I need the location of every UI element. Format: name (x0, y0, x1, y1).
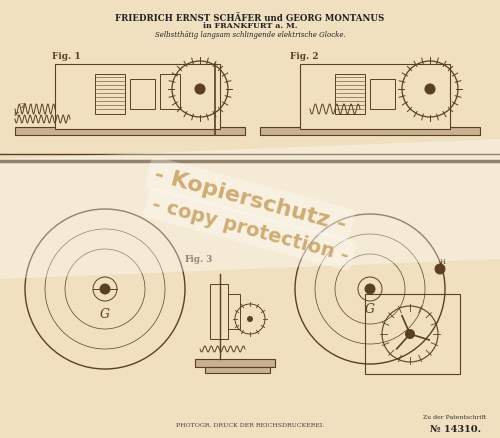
Circle shape (100, 284, 110, 294)
Bar (130, 80, 155, 110)
Text: 3: 3 (205, 254, 212, 263)
Bar (210, 284, 228, 339)
Text: H: H (440, 258, 446, 265)
Text: Fig. 2: Fig. 2 (290, 52, 318, 61)
Text: - Kopierschutz -: - Kopierschutz - (152, 164, 348, 235)
Bar (55, 65, 220, 130)
Bar (260, 128, 480, 136)
Bar (365, 294, 460, 374)
Text: K': K' (14, 112, 20, 117)
Text: FRIEDRICH ERNST SCHÄFER und GEORG MONTANUS: FRIEDRICH ERNST SCHÄFER und GEORG MONTAN… (116, 14, 384, 23)
Text: G: G (100, 308, 110, 321)
Text: Z: Z (20, 102, 25, 110)
Circle shape (247, 316, 253, 322)
Text: Selbstthätig langsam schlingende elektrische Glocke.: Selbstthätig langsam schlingende elektri… (154, 31, 346, 39)
Bar (195, 359, 275, 367)
Circle shape (435, 265, 445, 274)
Bar (370, 80, 395, 110)
Bar (15, 128, 245, 136)
Text: Zu der Patentschrift: Zu der Patentschrift (424, 414, 486, 419)
Circle shape (365, 284, 375, 294)
Text: Fig. 1: Fig. 1 (52, 52, 81, 61)
Circle shape (195, 85, 205, 95)
Text: G: G (365, 303, 375, 316)
Text: - copy protection -: - copy protection - (150, 194, 350, 265)
Text: № 14310.: № 14310. (430, 424, 480, 433)
Text: PHOTOGR. DRUCK DER REICHSDRUCKEREI.: PHOTOGR. DRUCK DER REICHSDRUCKEREI. (176, 422, 324, 427)
Bar (95, 75, 125, 115)
Text: in FRANKFURT a. M.: in FRANKFURT a. M. (203, 22, 297, 30)
Circle shape (425, 85, 435, 95)
Bar (160, 75, 180, 110)
Bar (205, 367, 270, 373)
Bar (228, 294, 240, 329)
Bar (300, 65, 450, 130)
Polygon shape (0, 140, 500, 279)
Bar (335, 75, 365, 115)
Circle shape (405, 329, 415, 339)
Text: Fig.: Fig. (185, 254, 204, 263)
